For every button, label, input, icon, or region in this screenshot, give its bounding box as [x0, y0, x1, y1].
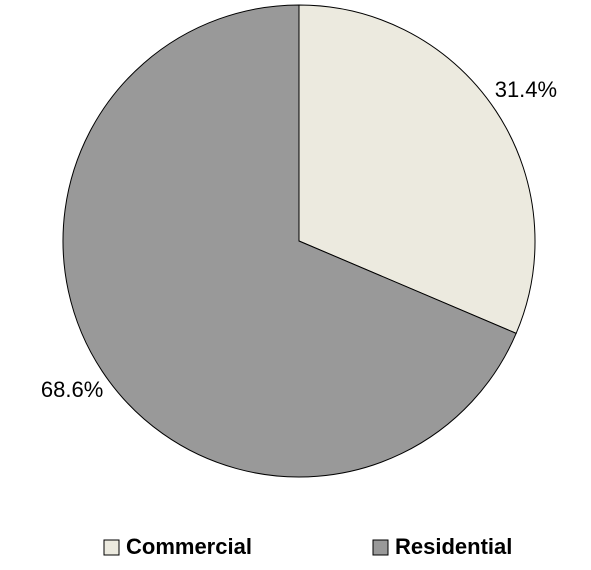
legend-item-residential: Residential: [372, 534, 512, 559]
slice-label-commercial: 31.4%: [495, 77, 557, 102]
legend: Commercial Residential: [103, 534, 512, 559]
slice-label-residential: 68.6%: [41, 377, 103, 402]
pie-slice-residential: [62, 4, 517, 478]
legend-item-commercial: Commercial: [103, 534, 252, 559]
legend-swatch-residential: [372, 539, 389, 556]
slice-labels: 31.4% 68.6%: [41, 77, 557, 402]
legend-swatch-commercial: [103, 539, 120, 556]
pie-slice-commercial: [298, 4, 536, 335]
legend-label-commercial: Commercial: [126, 534, 252, 559]
legend-label-residential: Residential: [395, 534, 512, 559]
pie-slices: [62, 4, 536, 478]
